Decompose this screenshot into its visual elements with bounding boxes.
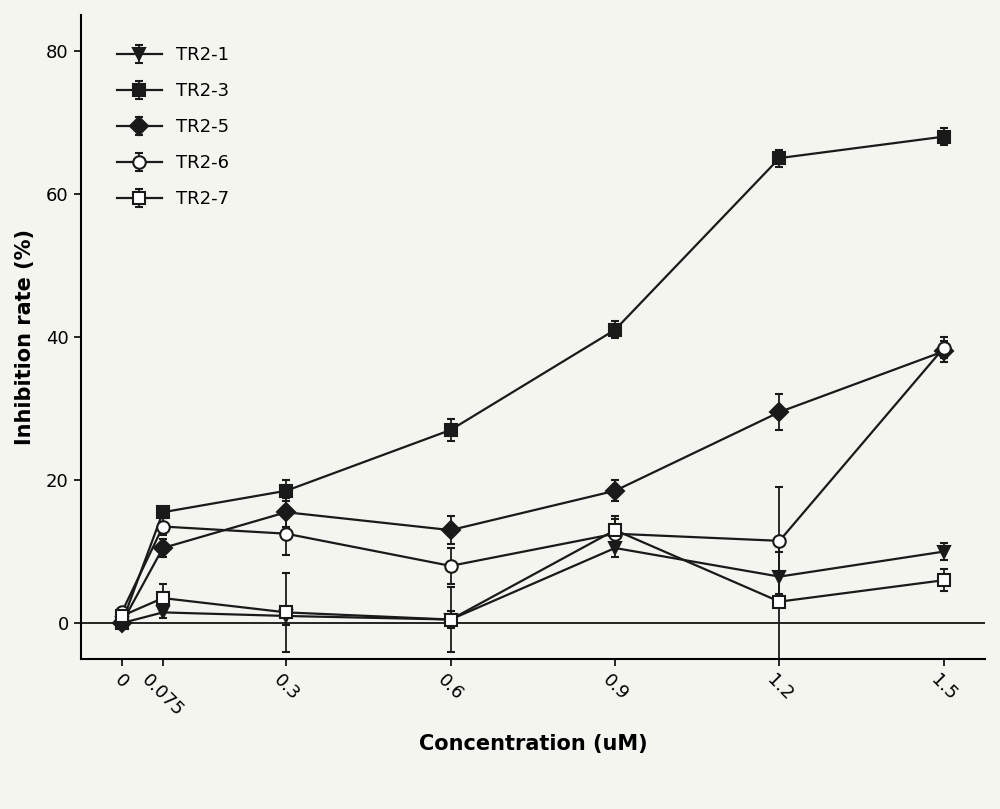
Legend: TR2-1, TR2-3, TR2-5, TR2-6, TR2-7: TR2-1, TR2-3, TR2-5, TR2-6, TR2-7 (108, 37, 239, 217)
X-axis label: Concentration (uM): Concentration (uM) (419, 734, 647, 753)
Y-axis label: Inhibition rate (%): Inhibition rate (%) (15, 229, 35, 445)
